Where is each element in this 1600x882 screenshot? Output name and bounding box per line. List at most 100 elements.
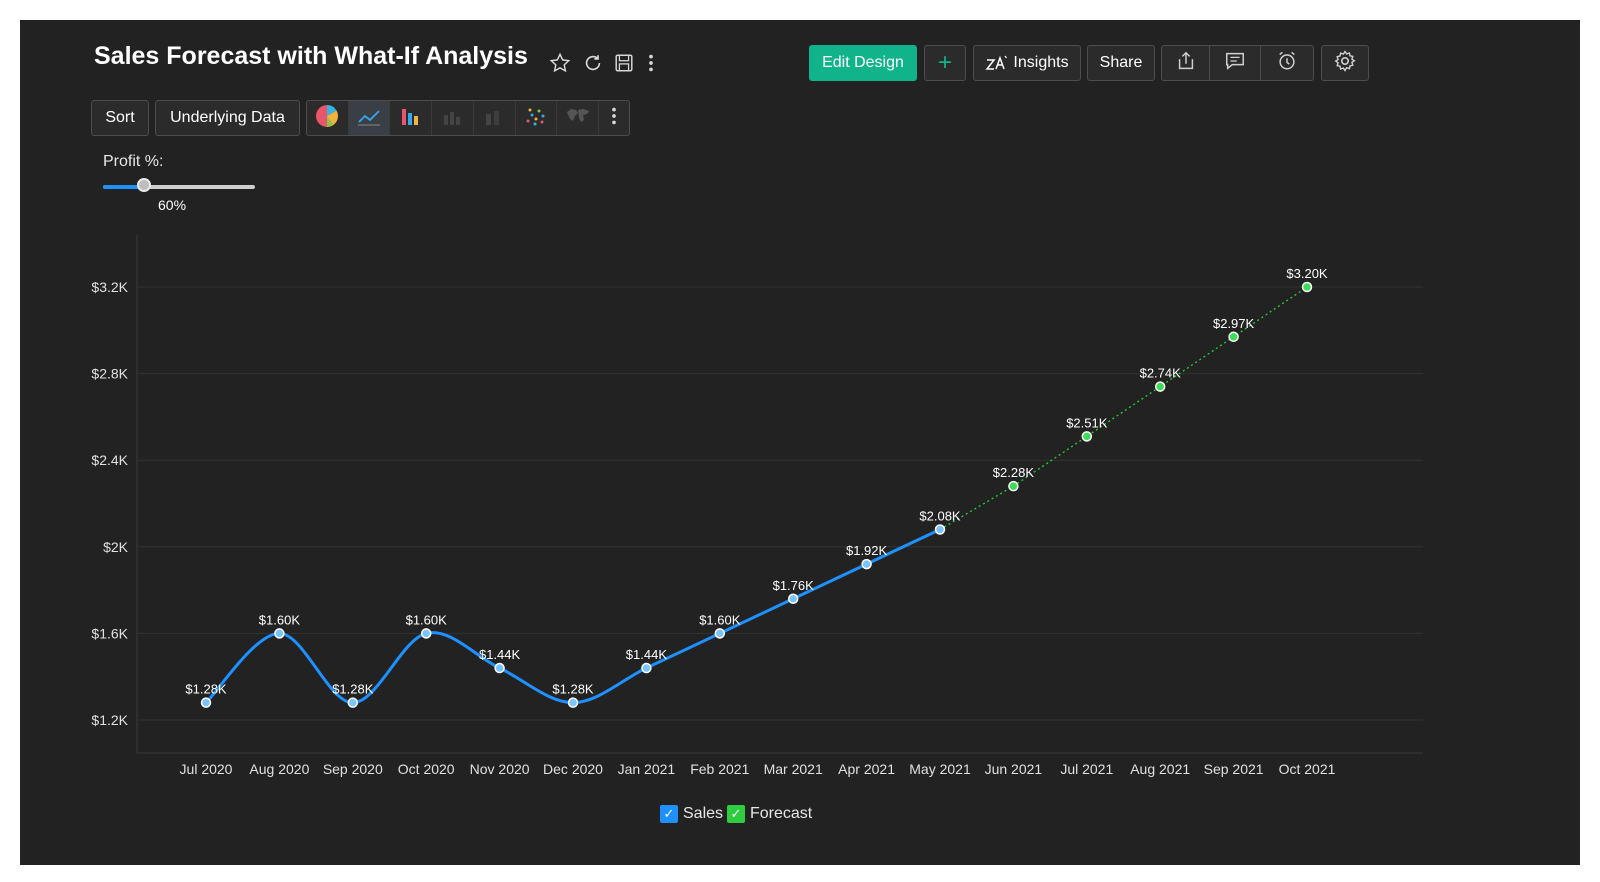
- comment-icon: [1224, 50, 1246, 77]
- export-icon: [1175, 50, 1197, 77]
- chart-type-map[interactable]: [557, 101, 600, 135]
- legend-forecast-label: Forecast: [750, 805, 813, 822]
- forecast-data-label: $2.51K: [1066, 415, 1108, 430]
- settings-button[interactable]: [1321, 45, 1369, 81]
- add-button[interactable]: +: [924, 45, 966, 81]
- forecast-data-point: [1301, 281, 1313, 293]
- sales-data-point: [934, 524, 946, 535]
- profit-slider[interactable]: [103, 178, 255, 192]
- chart-type-more[interactable]: [599, 101, 629, 135]
- sales-data-point: [200, 697, 212, 708]
- y-tick-label: $2.8K: [91, 366, 128, 382]
- more-options-icon[interactable]: [638, 50, 664, 76]
- sales-data-label: $2.08K: [919, 508, 961, 523]
- insights-label: Insights: [1013, 54, 1069, 71]
- sales-data-label: $1.60K: [406, 612, 448, 627]
- sort-button[interactable]: Sort: [91, 100, 149, 136]
- sales-data-label: $1.44K: [626, 647, 668, 662]
- forecast-data-point: [1154, 381, 1166, 392]
- chart-type-pie[interactable]: [307, 101, 349, 135]
- y-tick-label: $1.6K: [91, 625, 128, 641]
- chart-type-line[interactable]: [348, 101, 391, 135]
- star-icon[interactable]: [547, 50, 573, 76]
- scatter-chart-icon: [524, 105, 548, 132]
- x-tick-label: Feb 2021: [690, 761, 749, 777]
- sales-data-label: $1.28K: [332, 682, 374, 697]
- bar-chart-icon: [399, 105, 423, 132]
- sales-data-label: $1.28K: [185, 682, 227, 697]
- x-tick-label: May 2021: [909, 761, 971, 777]
- export-button[interactable]: [1161, 45, 1210, 81]
- checkbox-icon: ✓: [660, 805, 678, 823]
- dashboard-panel: Sales Forecast with What-If Analysis Edi…: [20, 20, 1580, 865]
- chart-type-switcher: [306, 100, 630, 136]
- comment-button[interactable]: [1209, 45, 1261, 81]
- sales-data-point: [420, 628, 432, 639]
- sales-data-label: $1.92K: [846, 543, 888, 558]
- slider-value: 60%: [158, 197, 187, 213]
- sales-data-label: $1.28K: [552, 682, 594, 697]
- chart-type-bar[interactable]: [390, 101, 433, 135]
- save-icon[interactable]: [611, 50, 637, 76]
- sales-data-point: [494, 662, 505, 674]
- forecast-data-label: $2.74K: [1140, 366, 1182, 381]
- sales-data-label: $1.60K: [699, 612, 741, 627]
- forecast-data-point: [1008, 480, 1019, 492]
- line-chart-icon: [356, 105, 382, 132]
- slider-fill: [103, 185, 145, 189]
- x-tick-label: Nov 2020: [470, 761, 530, 777]
- sales-data-point: [861, 558, 872, 570]
- sales-data-label: $1.44K: [479, 647, 521, 662]
- more-options-icon: [610, 105, 618, 132]
- slider-handle[interactable]: [137, 178, 152, 192]
- forecast-data-label: $2.97K: [1213, 316, 1255, 331]
- sales-data-point: [641, 662, 652, 674]
- x-tick-label: Jul 2021: [1060, 761, 1113, 777]
- insights-icon: [985, 54, 1009, 72]
- alarm-clock-icon: [1276, 50, 1298, 77]
- share-button[interactable]: Share: [1087, 45, 1155, 81]
- x-tick-label: Jan 2021: [618, 761, 676, 777]
- sales-data-point: [274, 628, 285, 639]
- forecast-series-line: [939, 286, 1308, 531]
- forecast-data-label: $3.20K: [1286, 266, 1328, 281]
- x-tick-label: Jun 2021: [985, 761, 1043, 777]
- sales-series-line: [204, 528, 941, 705]
- underlying-data-button[interactable]: Underlying Data: [155, 100, 300, 136]
- stacked-bar-icon: [441, 105, 465, 132]
- x-tick-label: Jul 2020: [180, 761, 233, 777]
- x-tick-label: Oct 2020: [398, 761, 455, 777]
- x-tick-label: Dec 2020: [543, 761, 603, 777]
- page-title: Sales Forecast with What-If Analysis: [94, 42, 528, 70]
- sales-data-point: [714, 628, 726, 639]
- chart-type-stacked[interactable]: [432, 101, 474, 135]
- slider-label: Profit %:: [103, 153, 164, 170]
- y-tick-label: $1.2K: [91, 712, 128, 728]
- schedule-alert-button[interactable]: [1260, 45, 1314, 81]
- y-tick-label: $2K: [103, 539, 129, 555]
- chart-type-combo[interactable]: [474, 101, 516, 135]
- refresh-icon[interactable]: [580, 50, 606, 76]
- x-tick-label: Apr 2021: [838, 761, 895, 777]
- gear-icon: [1333, 49, 1357, 78]
- x-tick-label: Aug 2021: [1130, 761, 1190, 777]
- forecast-data-label: $2.28K: [993, 465, 1035, 480]
- legend-forecast[interactable]: ✓ Forecast: [727, 805, 812, 823]
- edit-design-button[interactable]: Edit Design: [809, 45, 917, 81]
- x-tick-label: Aug 2020: [249, 761, 309, 777]
- x-tick-label: Sep 2021: [1204, 761, 1264, 777]
- line-chart: $1.2K $1.6K $2K $2.4K $2.8K $3.2K Jul 2020 Aug …: [91, 235, 1423, 777]
- x-tick-label: Oct 2021: [1279, 761, 1336, 777]
- chart-type-scatter[interactable]: [516, 101, 558, 135]
- sales-data-point: [567, 697, 579, 708]
- sales-data-point: [347, 697, 359, 708]
- x-tick-label: Sep 2020: [323, 761, 383, 777]
- legend-sales[interactable]: ✓ Sales: [660, 805, 723, 823]
- pie-chart-icon: [314, 103, 340, 134]
- sales-data-label: $1.76K: [773, 578, 815, 593]
- y-tick-label: $3.2K: [91, 279, 128, 295]
- insights-button[interactable]: Insights: [973, 45, 1081, 81]
- x-tick-label: Mar 2021: [764, 761, 823, 777]
- sales-data-label: $1.60K: [259, 612, 301, 627]
- combo-chart-icon: [482, 105, 506, 132]
